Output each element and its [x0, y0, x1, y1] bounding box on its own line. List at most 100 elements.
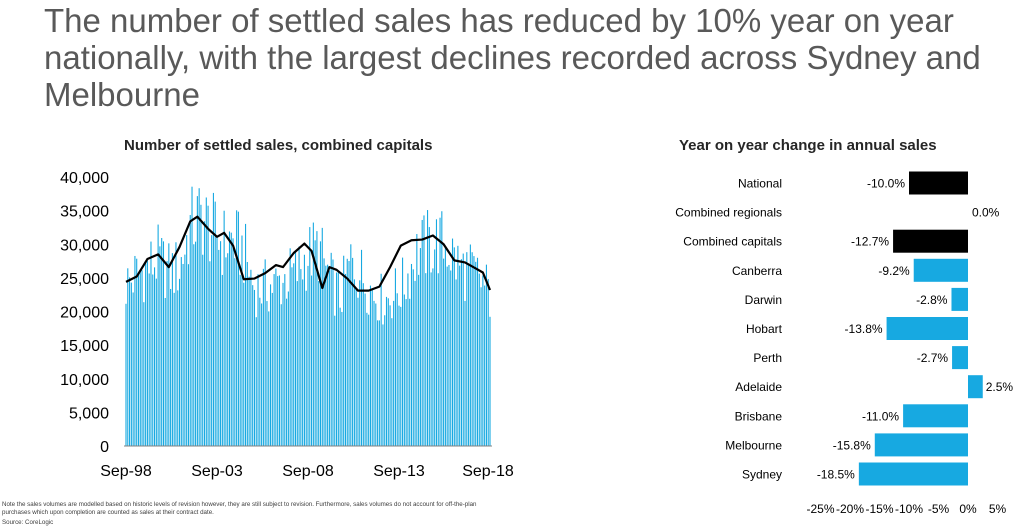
yoy-bar [951, 287, 968, 311]
sales-bar [480, 287, 482, 446]
sales-bar [344, 273, 347, 446]
sales-bar [232, 238, 234, 446]
sales-bar [257, 274, 259, 446]
sales-bar [148, 273, 150, 446]
sales-bar [466, 252, 468, 446]
sales-bar [157, 224, 159, 446]
sales-bar [129, 277, 131, 446]
sales-bar [426, 210, 429, 446]
sales-bar [237, 211, 239, 446]
sales-bar [375, 303, 377, 446]
category-label: National [738, 177, 782, 191]
sales-bar [202, 254, 204, 446]
sales-bar [196, 196, 198, 446]
sales-bar [435, 219, 438, 446]
sales-bar [403, 294, 405, 446]
sales-bar [359, 280, 361, 446]
sales-bar [198, 188, 200, 447]
sales-bar [482, 275, 484, 446]
sales-bar [460, 259, 463, 446]
sales-bar [187, 264, 190, 446]
sales-bar [357, 297, 359, 446]
sales-bar [418, 274, 420, 446]
sales-bar [155, 278, 157, 446]
sales-bar [239, 274, 241, 446]
sales-bar [307, 265, 309, 446]
x-tick-label: 5% [989, 502, 1007, 516]
yoy-bar [903, 404, 968, 428]
sales-bar [434, 249, 436, 446]
category-label: Combined capitals [683, 235, 782, 249]
sales-bar [387, 298, 389, 446]
category-label: Perth [753, 351, 782, 365]
sales-bar [286, 298, 288, 446]
category-label: Melbourne [725, 438, 782, 452]
sales-bar [216, 237, 218, 446]
y-tick-label: 5,000 [69, 405, 109, 422]
x-tick-label: Sep-98 [100, 463, 152, 480]
sales-bar [373, 300, 375, 446]
sales-bar [430, 272, 432, 446]
sales-bar [432, 268, 434, 446]
sales-bar [484, 285, 486, 446]
yoy-bar [886, 317, 968, 340]
sales-bar [225, 257, 227, 446]
sales-bar [453, 247, 455, 446]
sales-bar [234, 258, 236, 446]
sales-bar [407, 273, 409, 446]
sales-bar [298, 246, 300, 446]
sales-bar [230, 232, 232, 446]
sales-bar [161, 238, 163, 446]
sales-bar [241, 235, 243, 446]
sales-bar [464, 300, 466, 446]
sales-bar [173, 292, 175, 446]
sales-bar [412, 269, 414, 446]
sales-bar [189, 215, 191, 446]
sales-bar [360, 249, 363, 446]
yoy-change-chart-title: Year on year change in annual sales [679, 137, 937, 154]
sales-bar [175, 242, 177, 446]
sales-bar [284, 274, 286, 446]
sales-bar [353, 279, 355, 446]
sales-bar [478, 273, 480, 446]
sales-bar [312, 222, 314, 446]
category-label: Combined regionals [675, 206, 782, 220]
sales-bar [414, 280, 416, 446]
sales-bar [250, 269, 252, 446]
x-tick-label: Sep-13 [373, 463, 425, 480]
sales-bar [318, 281, 320, 446]
sales-bar [261, 303, 263, 446]
sales-bar [398, 305, 400, 446]
x-tick-label: -25% [806, 502, 834, 516]
sales-bar [352, 257, 354, 446]
sales-bar [428, 227, 430, 446]
y-tick-label: 35,000 [60, 204, 109, 221]
sales-bar [278, 275, 281, 446]
yoy-bar [909, 171, 968, 195]
sales-bar [221, 274, 223, 446]
sales-bar [244, 223, 247, 446]
y-tick-label: 0 [100, 439, 109, 456]
sales-bar [262, 268, 264, 446]
sales-bar [220, 241, 222, 446]
value-label: 2.5% [986, 380, 1014, 394]
sales-bar [264, 259, 266, 446]
sales-bar [145, 263, 147, 446]
sales-bar [141, 270, 143, 446]
sales-bar [178, 278, 181, 446]
yoy-bar [913, 258, 968, 282]
sales-bar [391, 318, 393, 446]
sales-bar [259, 297, 261, 446]
sales-bar [282, 282, 284, 446]
category-label: Adelaide [735, 380, 782, 394]
sales-bar [451, 238, 454, 446]
value-label: -18.5% [817, 468, 855, 482]
sales-bar [214, 201, 216, 446]
sales-bar [223, 210, 225, 446]
sales-bar [182, 263, 184, 446]
sales-bar [319, 241, 322, 446]
sales-bar [273, 274, 275, 446]
sales-bar [266, 301, 268, 446]
value-label: -13.8% [845, 322, 883, 336]
sales-bar [303, 254, 305, 446]
